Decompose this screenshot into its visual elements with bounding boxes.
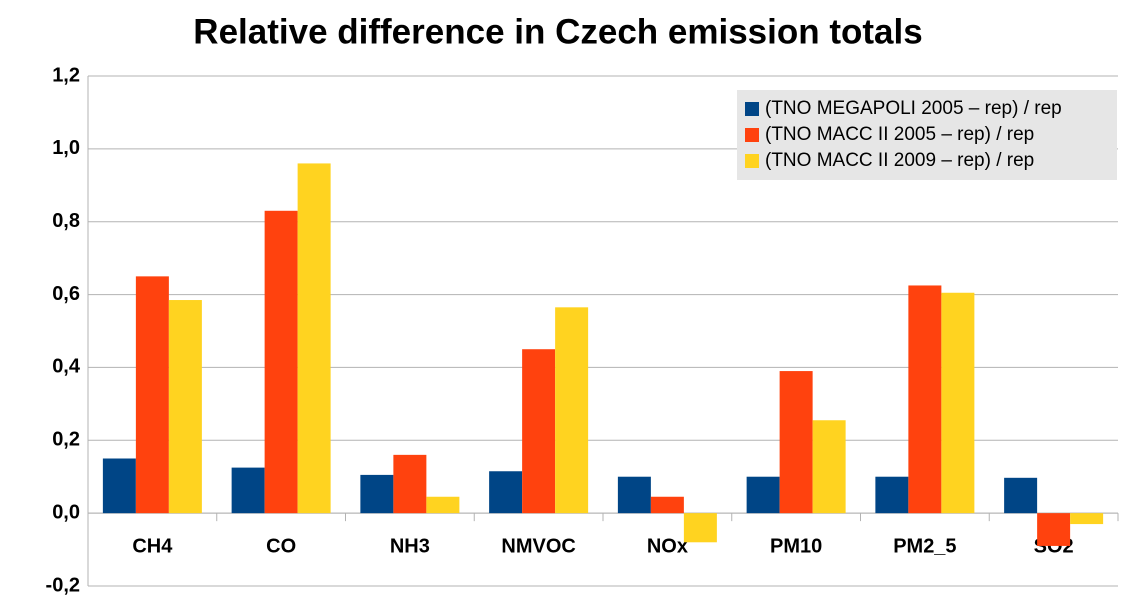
x-tick-label: NH3 xyxy=(390,535,430,557)
x-tick-label: CO xyxy=(266,535,296,557)
bar xyxy=(650,496,684,514)
bar xyxy=(1004,477,1038,514)
y-tick-label: 0,0 xyxy=(52,501,80,523)
legend: (TNO MEGAPOLI 2005 – rep) / rep (TNO MACC… xyxy=(737,90,1117,180)
x-tick-label: PM10 xyxy=(770,535,822,557)
y-tick-label: 0,8 xyxy=(52,210,80,232)
bar xyxy=(941,292,975,514)
y-tick-label: -0,2 xyxy=(46,574,80,596)
legend-swatch xyxy=(745,102,759,116)
y-tick-label: 0,6 xyxy=(52,283,80,305)
legend-item: (TNO MACC II 2009 – rep) / rep xyxy=(745,148,1109,174)
bar xyxy=(522,349,556,514)
bar xyxy=(746,476,780,514)
bar xyxy=(875,476,909,514)
legend-label: (TNO MACC II 2005 – rep) / rep xyxy=(765,124,1035,145)
bar xyxy=(1037,513,1071,546)
bar xyxy=(812,420,846,514)
bar xyxy=(264,210,298,514)
bar xyxy=(231,467,265,514)
legend-swatch xyxy=(745,128,759,142)
bar xyxy=(1070,513,1104,525)
bar xyxy=(168,300,202,514)
y-tick-label: 0,2 xyxy=(52,429,80,451)
legend-item: (TNO MEGAPOLI 2005 – rep) / rep xyxy=(745,96,1109,122)
bar xyxy=(779,371,813,514)
legend-label: (TNO MEGAPOLI 2005 – rep) / rep xyxy=(765,98,1062,119)
x-tick-label: NOx xyxy=(647,535,688,557)
bar xyxy=(426,496,460,514)
x-tick-label: CH4 xyxy=(132,535,173,557)
bar xyxy=(555,307,589,514)
x-tick-label: PM2_5 xyxy=(893,535,956,557)
legend-label: (TNO MACC II 2009 – rep) / rep xyxy=(765,150,1035,171)
bar xyxy=(683,513,717,543)
y-tick-label: 1,2 xyxy=(52,64,80,86)
bar xyxy=(102,458,136,514)
bar xyxy=(297,163,331,514)
x-tick-label: NMVOC xyxy=(501,535,575,557)
bar xyxy=(360,474,394,514)
y-tick-label: 1,0 xyxy=(52,137,80,159)
legend-item: (TNO MACC II 2005 – rep) / rep xyxy=(745,122,1109,148)
y-tick-label: 0,4 xyxy=(52,356,81,378)
bar xyxy=(393,454,427,514)
chart-title: Relative difference in Czech emission to… xyxy=(193,12,922,51)
bar xyxy=(617,476,651,514)
legend-swatch xyxy=(745,154,759,168)
bar xyxy=(135,276,169,514)
bar xyxy=(489,471,523,514)
bar xyxy=(908,285,942,514)
